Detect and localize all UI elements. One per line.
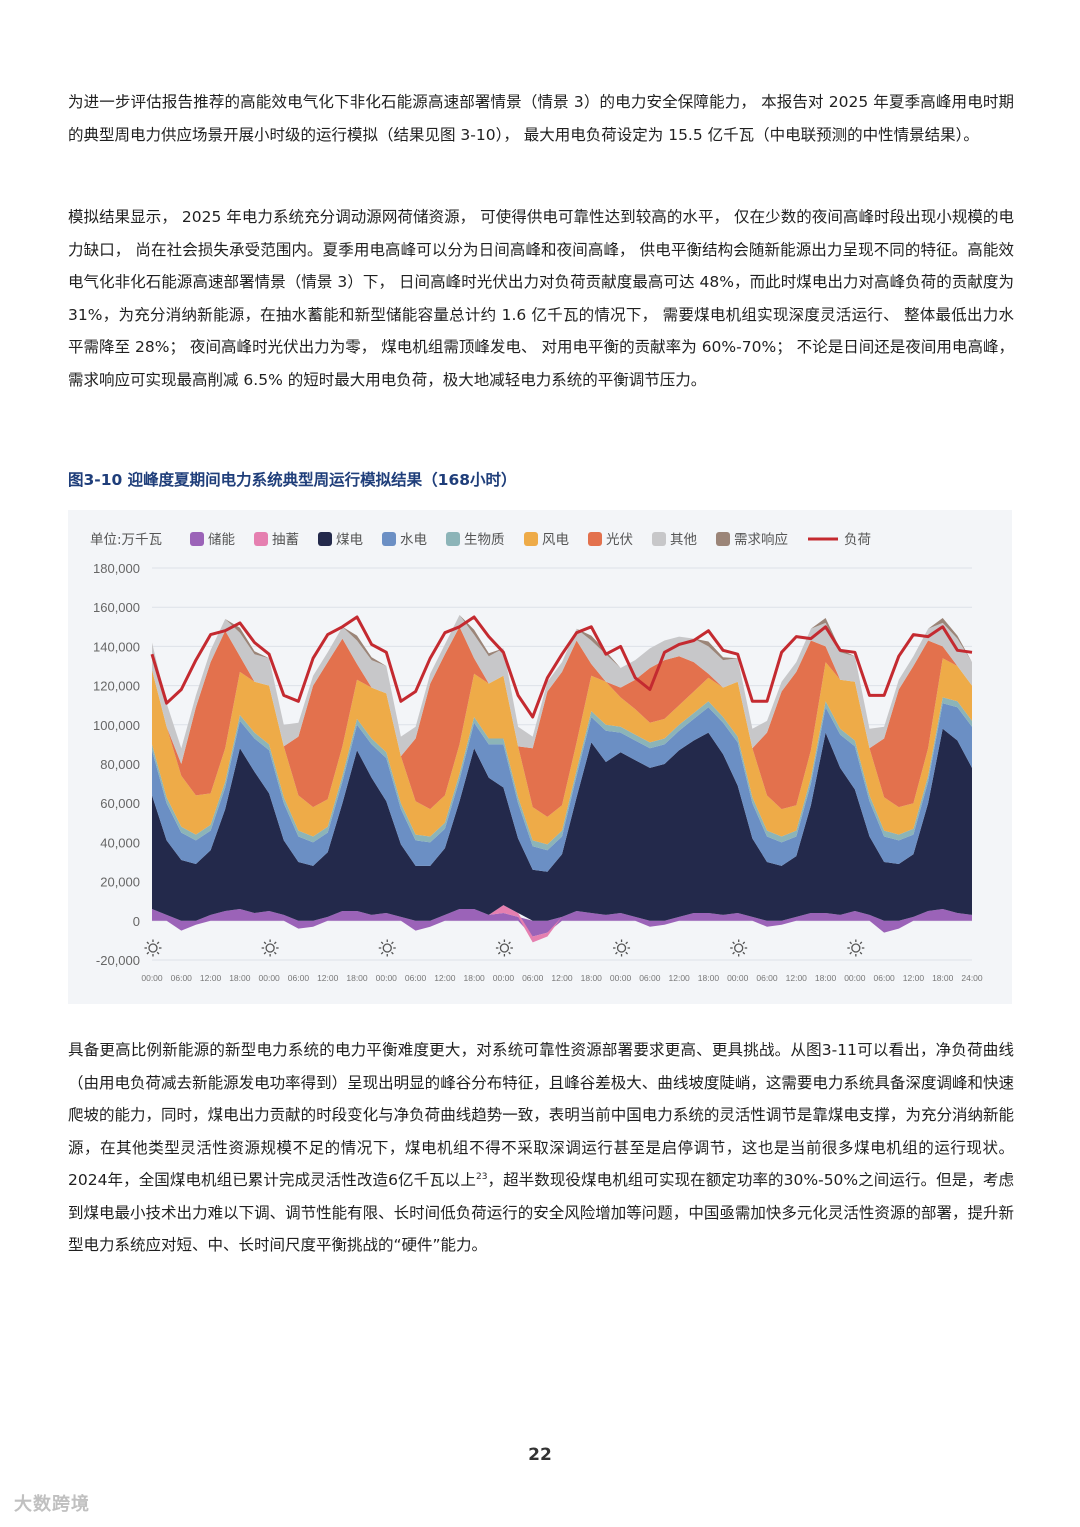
y-tick-label: 140,000 [93,639,140,654]
simulation-results-paragraph: 模拟结果显示， 2025 年电力系统充分调动源网荷储资源， 可使得供电可靠性达到… [68,208,1014,389]
legend-swatch [588,532,602,546]
x-tick-label: 06:00 [874,973,896,983]
legend-item[interactable]: 生物质 [446,532,505,548]
x-tick-label: 06:00 [405,973,427,983]
sun-icon [378,939,396,957]
legend-item[interactable]: 需求响应 [716,531,788,548]
legend-item[interactable]: 光伏 [588,532,634,548]
series-area-6 [152,626,972,817]
footnote-ref[interactable]: 23 [475,1171,488,1182]
y-tick-label: 60,000 [100,796,140,811]
x-tick-label: 00:00 [844,973,866,983]
x-tick-label: 00:00 [610,973,632,983]
x-tick-label: 06:00 [522,973,544,983]
x-tick-label: 12:00 [903,973,925,983]
y-tick-label: 100,000 [93,718,140,733]
y-tick-label: 20,000 [100,875,140,890]
legend-label: 煤电 [336,532,363,548]
x-tick-label: 00:00 [376,973,398,983]
y-tick-label: 180,000 [93,561,140,576]
legend-swatch [254,532,268,546]
legend-item[interactable]: 其他 [652,532,697,548]
series-area-3 [152,703,972,872]
figure-title: 图3-10 迎峰度夏期间电力系统典型周运行模拟结果（168小时） [68,471,517,489]
sun-icon [847,939,865,957]
x-tick-label: 00:00 [259,973,281,983]
x-tick-label: 12:00 [786,973,808,983]
flexibility-text-part1: 具备更高比例新能源的新型电力系统的电力平衡难度更大，对系统可靠性资源部署要求更高… [68,1041,1014,1189]
legend-swatch [524,532,538,546]
flexibility-paragraph: 具备更高比例新能源的新型电力系统的电力平衡难度更大，对系统可靠性资源部署要求更高… [68,1034,1014,1262]
x-tick-label: 12:00 [434,973,456,983]
sun-icon [144,939,162,957]
legend-label: 负荷 [844,532,871,548]
x-tick-label: 12:00 [200,973,222,983]
x-tick-label: 00:00 [727,973,749,983]
x-tick-label: 12:00 [551,973,573,983]
legend-swatch [716,532,730,546]
x-tick-label: 12:00 [317,973,339,983]
intro-paragraph: 为进一步评估报告推荐的高能效电气化下非化石能源高速部署情景（情景 3）的电力安全… [68,93,1014,144]
x-tick-label: 18:00 [581,973,603,983]
x-tick-label: 06:00 [639,973,661,983]
legend-item[interactable]: 储能 [190,532,235,548]
watermark-logo: 大数跨境 [14,1494,90,1515]
x-tick-label: 12:00 [669,973,691,983]
legend-label: 其他 [670,532,697,548]
legend-label: 需求响应 [734,531,788,548]
series-area-5 [152,658,972,845]
series-area-7 [152,615,972,764]
sun-icon [261,939,279,957]
x-tick-label: 18:00 [346,973,368,983]
legend-item[interactable]: 抽蓄 [254,532,299,548]
legend-label: 生物质 [464,532,505,548]
x-tick-label: 18:00 [698,973,720,983]
x-tick-label: 06:00 [756,973,778,983]
x-tick-label: 24:00 [961,973,983,983]
chart-panel: 180,000 160,000 140,000 120,000 100,000 80,00… [68,510,1012,1004]
flexibility-text-part2: ，超半数现役煤电机组可实现在额定功率的30%-50%之间运行。但是，考虑到煤电最… [68,1171,1015,1254]
series-area-0 [152,909,972,937]
x-tick-label: 18:00 [815,973,837,983]
x-tick-label: 06:00 [288,973,310,983]
y-tick-label: 80,000 [100,757,140,772]
legend-swatch [652,532,666,546]
sun-icon [613,939,631,957]
page-number: 22 [528,1445,552,1465]
x-tick-label: 18:00 [464,973,486,983]
legend-item[interactable]: 负荷 [808,532,871,548]
series-area-2 [152,728,972,921]
y-tick-label: 40,000 [100,835,140,850]
x-tick-label: 18:00 [932,973,954,983]
stacked-area-chart: 180,000 160,000 140,000 120,000 100,000 80,00… [90,531,983,983]
legend-swatch [318,532,332,546]
legend-label: 风电 [542,532,569,548]
legend-item[interactable]: 煤电 [318,532,363,548]
legend-item[interactable]: 水电 [382,532,427,548]
y-tick-label: -20,000 [96,953,140,968]
legend-item[interactable]: 风电 [524,532,569,548]
y-tick-label: 0 [133,914,140,929]
sun-icon [495,939,513,957]
legend-label: 抽蓄 [272,532,299,548]
y-tick-label: 120,000 [93,679,140,694]
x-tick-label: 00:00 [141,973,163,983]
sun-icon [730,939,748,957]
unit-label: 单位:万千瓦 [90,532,162,548]
x-tick-label: 06:00 [171,973,193,983]
legend-swatch [382,532,396,546]
legend-label: 储能 [208,532,235,548]
series-area-4 [152,697,972,851]
x-tick-label: 00:00 [493,973,515,983]
legend-label: 光伏 [606,532,634,548]
legend-label: 水电 [400,532,427,548]
y-tick-label: 160,000 [93,600,140,615]
legend-swatch [190,532,204,546]
legend-swatch [446,532,460,546]
x-tick-label: 18:00 [229,973,251,983]
load-line [150,615,973,719]
